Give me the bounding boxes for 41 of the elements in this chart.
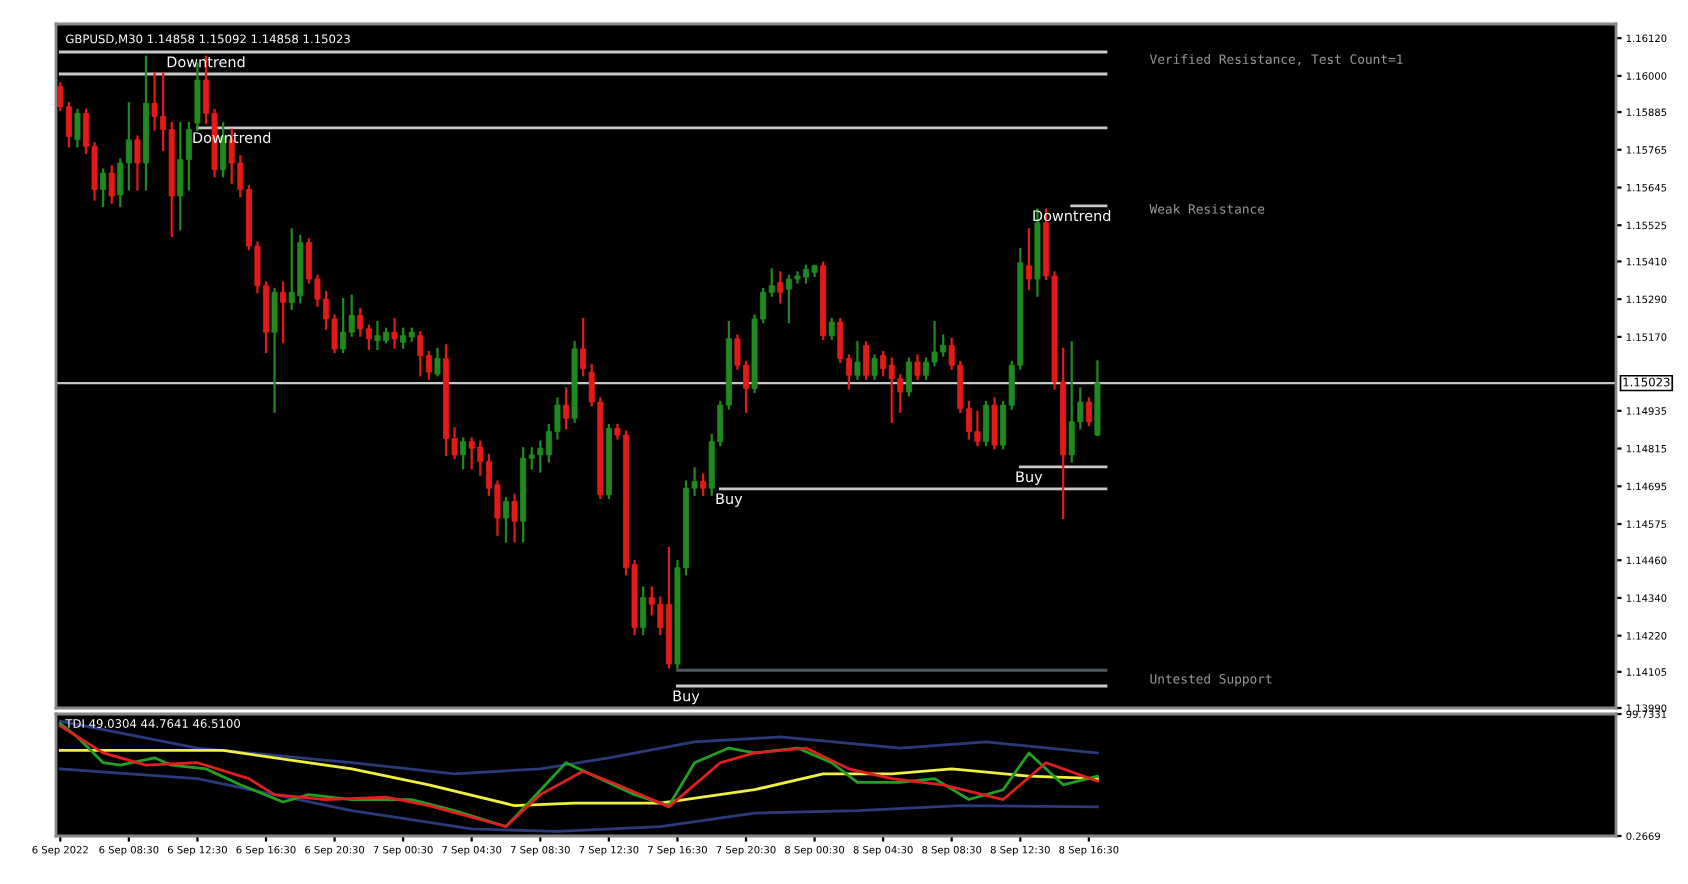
candlestick (640, 586, 647, 636)
candlestick (460, 437, 467, 470)
candlestick (974, 410, 981, 447)
candlestick (854, 341, 861, 380)
candlestick (100, 168, 107, 208)
candlestick (271, 288, 278, 413)
candlestick (777, 271, 784, 304)
line-series (58, 719, 1099, 776)
candlestick (417, 331, 424, 377)
candlestick (151, 72, 158, 131)
line-series (58, 767, 1099, 833)
candlestick (374, 321, 381, 350)
candlestick (1085, 397, 1092, 427)
candlestick (914, 354, 921, 380)
candlestick (340, 298, 347, 354)
candlestick (871, 354, 878, 380)
candlestick (580, 317, 587, 377)
candlestick (434, 347, 441, 377)
candlestick (280, 281, 287, 344)
candlestick (108, 165, 115, 204)
candlestick (794, 271, 801, 284)
candlestick (177, 121, 184, 231)
candlestick (125, 102, 132, 191)
candlestick (983, 400, 989, 447)
candlestick (863, 341, 869, 380)
candlestick (74, 108, 81, 148)
candlestick (905, 357, 912, 397)
candlestick (400, 327, 407, 349)
candlestick (1025, 228, 1032, 291)
candlestick (185, 121, 192, 191)
candlestick (134, 135, 141, 191)
candlestick (991, 397, 998, 450)
candlestick (563, 387, 569, 430)
candlestick (700, 473, 707, 496)
candlestick (391, 317, 398, 349)
candlestick (828, 317, 835, 340)
candlestick (503, 496, 509, 543)
candlestick (357, 307, 364, 337)
candlestick (880, 350, 887, 377)
candlestick (511, 493, 518, 543)
line-series (58, 749, 1099, 808)
